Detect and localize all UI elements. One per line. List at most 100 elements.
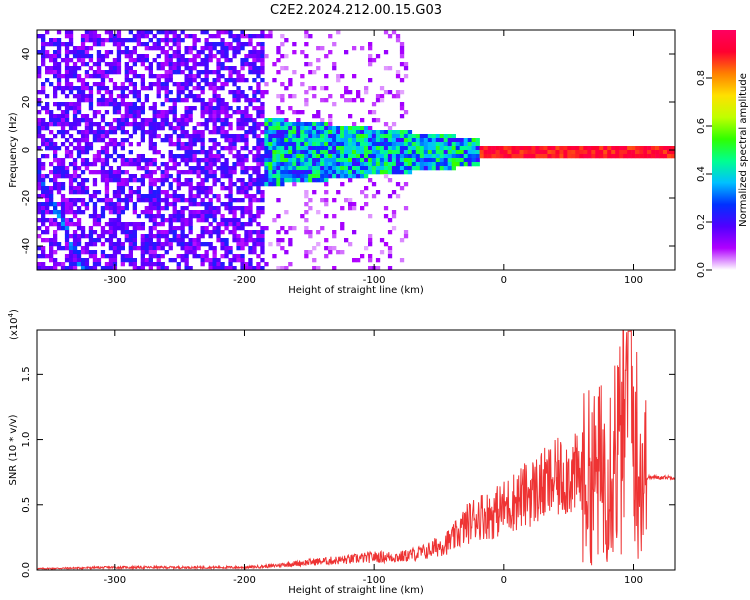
- heatmap-cell: [320, 98, 325, 103]
- heatmap-cell: [148, 66, 153, 71]
- heatmap-cell: [72, 74, 78, 79]
- heatmap-cell: [387, 194, 393, 199]
- snr-x-tick-label: 100: [624, 575, 643, 586]
- heatmap-cell: [264, 162, 269, 167]
- heatmap-cell: [200, 50, 205, 55]
- heatmap-cell: [136, 266, 141, 271]
- heatmap-cell: [635, 146, 640, 151]
- heatmap-cell: [76, 190, 82, 195]
- heatmap-cell: [443, 150, 448, 155]
- heatmap-cell: [92, 170, 98, 175]
- heatmap-cell: [204, 122, 209, 127]
- heatmap-cell: [84, 146, 90, 151]
- heatmap-cell: [88, 230, 94, 235]
- heatmap-cell: [164, 94, 169, 99]
- heatmap-cell: [224, 250, 229, 255]
- heatmap-cell: [160, 266, 165, 271]
- heatmap-cell: [84, 234, 90, 239]
- heatmap-cell: [260, 182, 265, 187]
- heatmap-cell: [132, 262, 137, 267]
- heatmap-cell: [148, 266, 153, 271]
- heatmap-cell: [387, 134, 393, 139]
- heatmap-cell: [368, 54, 373, 59]
- heatmap-cell: [148, 186, 153, 191]
- heatmap-cell: [471, 142, 476, 147]
- heatmap-cell: [228, 90, 233, 95]
- heatmap-cell: [72, 222, 78, 227]
- heatmap-cell: [136, 94, 141, 99]
- heatmap-cell: [224, 174, 229, 179]
- heatmap-cell: [244, 234, 249, 239]
- heatmap-cell: [92, 206, 98, 211]
- heatmap-cell: [204, 150, 209, 155]
- heatmap-cell: [108, 230, 114, 235]
- heatmap-cell: [435, 138, 441, 143]
- heatmap-cell: [45, 102, 50, 107]
- heatmap-cell: [324, 146, 329, 151]
- heatmap-cell: [260, 30, 265, 35]
- heatmap-cell: [41, 58, 46, 63]
- heatmap-cell: [348, 130, 353, 135]
- heatmap-cell: [224, 158, 229, 163]
- heatmap-cell: [148, 82, 153, 87]
- heatmap-cell: [128, 238, 133, 243]
- heatmap-cell: [64, 122, 70, 127]
- heatmap-cell: [176, 134, 181, 139]
- heatmap-cell: [148, 210, 153, 215]
- heatmap-cell: [324, 170, 329, 175]
- heatmap-cell: [595, 154, 600, 159]
- heatmap-cell: [304, 150, 309, 155]
- heatmap-cell: [49, 42, 54, 47]
- heatmap-cell: [112, 210, 118, 215]
- heatmap-cell: [60, 58, 66, 63]
- heatmap-cell: [248, 194, 253, 199]
- heatmap-cell: [463, 158, 468, 163]
- heatmap-cell: [64, 110, 70, 115]
- heatmap-cell: [104, 194, 110, 199]
- heatmap-cell: [435, 166, 441, 171]
- heatmap-cell: [56, 190, 62, 195]
- heatmap-cell: [451, 162, 456, 167]
- heatmap-cell: [407, 146, 413, 151]
- heatmap-cell: [304, 54, 309, 59]
- heatmap-cell: [244, 58, 249, 63]
- heatmap-cell: [276, 170, 281, 175]
- heatmap-cell: [340, 158, 345, 163]
- heatmap-cell: [252, 54, 257, 59]
- heatmap-cell: [212, 54, 217, 59]
- heatmap-cell: [260, 154, 265, 159]
- heatmap-cell: [180, 38, 185, 43]
- heatmap-cell: [511, 154, 516, 159]
- heatmap-cell: [104, 142, 110, 147]
- heatmap-cell: [308, 122, 313, 127]
- heatmap-cell: [431, 154, 437, 159]
- heatmap-cell: [72, 238, 78, 243]
- heatmap-cell: [92, 110, 98, 115]
- heatmap-cell: [112, 98, 118, 103]
- heatmap-cell: [208, 70, 213, 75]
- heatmap-cell: [216, 74, 221, 79]
- heatmap-cell: [156, 178, 161, 183]
- heatmap-cell: [507, 150, 512, 155]
- heatmap-cell: [100, 250, 106, 255]
- heatmap-cell: [204, 242, 209, 247]
- heatmap-cell: [188, 50, 193, 55]
- colorbar-tick-label: 0.2: [696, 214, 707, 230]
- heatmap-cell: [184, 34, 189, 39]
- heatmap-cell: [172, 34, 177, 39]
- heatmap-cell: [232, 182, 237, 187]
- heatmap-cell: [280, 150, 285, 155]
- heatmap-cell: [100, 158, 106, 163]
- heatmap-cell: [132, 210, 137, 215]
- heatmap-cell: [539, 154, 544, 159]
- heatmap-cell: [371, 154, 377, 159]
- heatmap-cell: [236, 242, 241, 247]
- heatmap-cell: [447, 162, 452, 167]
- heatmap-cell: [53, 266, 58, 271]
- heatmap-cell: [284, 166, 289, 171]
- heatmap-cell: [176, 42, 181, 47]
- heatmap-cell: [395, 150, 401, 155]
- heatmap-cell: [152, 214, 157, 219]
- heatmap-cell: [236, 122, 241, 127]
- heatmap-cell: [53, 94, 58, 99]
